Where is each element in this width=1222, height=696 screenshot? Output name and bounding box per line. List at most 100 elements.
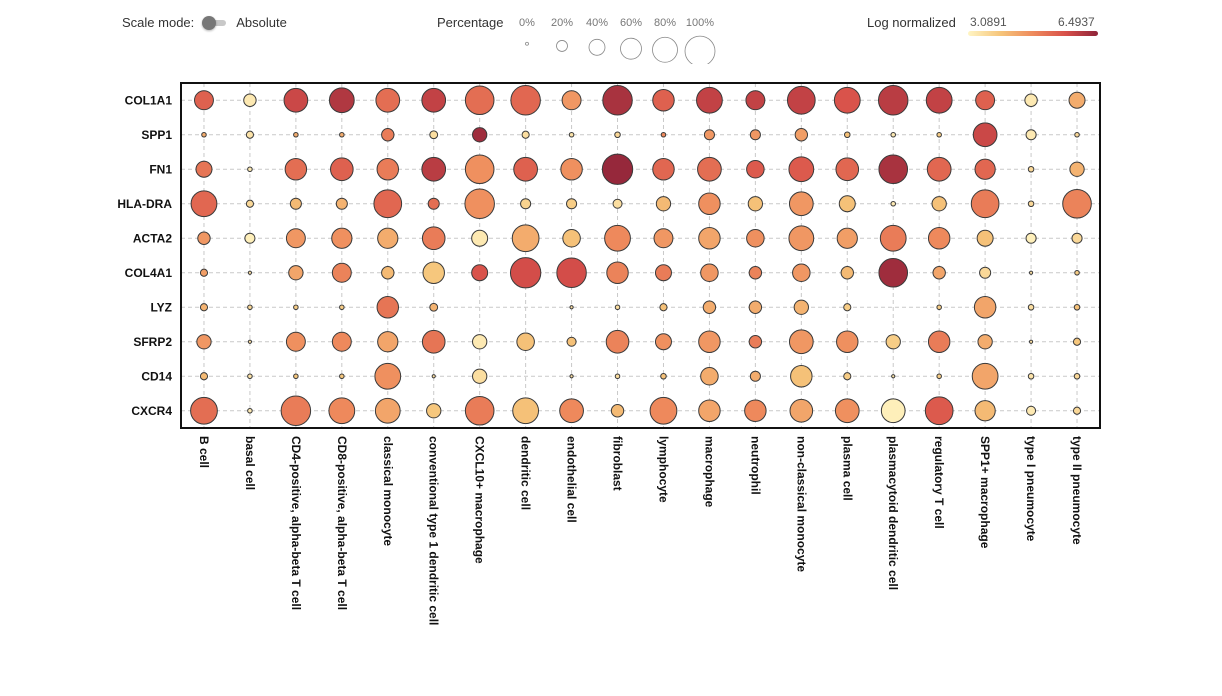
dot-fn1-0[interactable] — [195, 160, 213, 178]
gene-label[interactable]: ACTA2 — [133, 231, 172, 245]
dot-cxcr4-7[interactable] — [512, 397, 540, 425]
dot-lyz-18[interactable] — [1027, 303, 1035, 311]
dot-hla-dra-9[interactable] — [612, 198, 623, 209]
dot-hla-dra-12[interactable] — [747, 196, 764, 212]
dot-acta2-6[interactable] — [471, 229, 489, 247]
dot-hla-dra-5[interactable] — [427, 197, 440, 210]
dot-hla-dra-3[interactable] — [335, 197, 348, 210]
dot-cxcr4-14[interactable] — [834, 398, 860, 424]
dot-lyz-4[interactable] — [376, 296, 400, 319]
dot-fn1-10[interactable] — [652, 158, 675, 181]
dot-spp1-4[interactable] — [381, 128, 395, 142]
dot-acta2-18[interactable] — [1025, 232, 1037, 244]
dot-col4a1-15[interactable] — [878, 257, 909, 288]
dot-hla-dra-19[interactable] — [1062, 188, 1092, 219]
dot-col4a1-17[interactable] — [979, 266, 992, 279]
dot-spp1-6[interactable] — [472, 127, 488, 143]
gene-label[interactable]: SPP1 — [141, 128, 172, 142]
cell-type-label[interactable]: regulatory T cell — [932, 436, 946, 529]
dot-col4a1-19[interactable] — [1074, 269, 1080, 276]
dot-acta2-3[interactable] — [331, 227, 353, 249]
gene-label[interactable]: COL1A1 — [125, 93, 173, 107]
dot-cxcr4-6[interactable] — [464, 395, 495, 426]
scale-mode-toggle[interactable] — [202, 15, 227, 30]
dot-sfrp2-14[interactable] — [836, 330, 859, 353]
dot-spp1-18[interactable] — [1025, 129, 1037, 141]
dot-cd14-5[interactable] — [431, 374, 436, 379]
dot-col1a1-9[interactable] — [602, 84, 633, 116]
dot-sfrp2-6[interactable] — [472, 334, 488, 350]
gene-label[interactable]: CD14 — [141, 369, 172, 383]
dot-col4a1-5[interactable] — [422, 261, 445, 284]
dot-hla-dra-11[interactable] — [698, 192, 721, 215]
gene-label[interactable]: SFRP2 — [133, 335, 172, 349]
cell-type-label[interactable]: basal cell — [243, 436, 257, 490]
cell-type-label[interactable]: B cell — [197, 436, 211, 468]
dot-fn1-6[interactable] — [464, 154, 495, 185]
dot-col4a1-6[interactable] — [471, 264, 489, 282]
dot-col4a1-3[interactable] — [331, 262, 352, 283]
dot-col1a1-17[interactable] — [975, 90, 996, 111]
dot-lyz-11[interactable] — [702, 300, 717, 314]
dot-spp1-19[interactable] — [1074, 131, 1080, 138]
cell-type-label[interactable]: CD4-positive, alpha-beta T cell — [289, 436, 303, 610]
dot-spp1-0[interactable] — [201, 131, 207, 138]
dot-cd14-17[interactable] — [971, 362, 999, 390]
cell-type-label[interactable]: endothelial cell — [565, 436, 579, 523]
dot-lyz-14[interactable] — [843, 303, 852, 312]
dot-acta2-0[interactable] — [197, 231, 211, 245]
dot-lyz-10[interactable] — [659, 303, 668, 312]
dot-hla-dra-6[interactable] — [464, 188, 495, 220]
dot-col1a1-14[interactable] — [833, 86, 861, 114]
dot-hla-dra-16[interactable] — [931, 196, 947, 212]
dot-col4a1-7[interactable] — [509, 257, 542, 289]
dot-spp1-1[interactable] — [245, 130, 255, 139]
dot-cd14-14[interactable] — [843, 372, 852, 381]
cell-type-label[interactable]: CXCL10+ macrophage — [473, 436, 487, 564]
dot-cxcr4-12[interactable] — [744, 399, 767, 422]
dot-fn1-12[interactable] — [746, 159, 765, 179]
dot-acta2-4[interactable] — [377, 227, 399, 249]
cell-type-label[interactable]: macrophage — [702, 436, 716, 508]
dot-col1a1-16[interactable] — [925, 86, 953, 114]
dot-acta2-9[interactable] — [604, 224, 631, 252]
dot-fn1-7[interactable] — [513, 156, 538, 182]
dot-spp1-8[interactable] — [568, 131, 575, 138]
dot-col1a1-13[interactable] — [786, 85, 816, 115]
dot-fn1-1[interactable] — [247, 166, 253, 173]
dot-col4a1-14[interactable] — [840, 266, 854, 280]
dot-lyz-13[interactable] — [793, 299, 809, 315]
gene-label[interactable]: HLA-DRA — [117, 197, 172, 211]
cell-type-label[interactable]: type I pneumocyte — [1024, 436, 1038, 542]
dot-col4a1-9[interactable] — [606, 261, 629, 284]
dot-col1a1-7[interactable] — [510, 84, 541, 116]
dot-cd14-4[interactable] — [374, 362, 402, 390]
dot-cxcr4-11[interactable] — [698, 399, 721, 422]
dot-sfrp2-16[interactable] — [927, 330, 951, 353]
dot-cxcr4-1[interactable] — [247, 407, 253, 414]
dot-cd14-18[interactable] — [1027, 372, 1035, 380]
dot-col4a1-8[interactable] — [556, 257, 587, 289]
dot-lyz-8[interactable] — [569, 305, 574, 310]
dot-cxcr4-3[interactable] — [328, 397, 356, 425]
dot-cxcr4-16[interactable] — [924, 396, 954, 426]
dot-sfrp2-19[interactable] — [1072, 337, 1082, 346]
dot-cxcr4-8[interactable] — [559, 398, 584, 424]
dot-cxcr4-4[interactable] — [374, 397, 401, 424]
dot-fn1-15[interactable] — [878, 154, 909, 185]
dot-lyz-0[interactable] — [199, 303, 209, 312]
dot-cxcr4-5[interactable] — [426, 403, 442, 419]
dot-col1a1-6[interactable] — [464, 85, 495, 116]
dot-spp1-14[interactable] — [844, 131, 851, 139]
dot-lyz-16[interactable] — [936, 304, 942, 311]
dot-spp1-9[interactable] — [614, 131, 621, 139]
dot-hla-dra-14[interactable] — [838, 195, 856, 213]
gene-label[interactable]: CXCR4 — [131, 404, 172, 418]
dot-fn1-8[interactable] — [560, 158, 583, 181]
dot-sfrp2-4[interactable] — [377, 331, 399, 353]
dot-cxcr4-18[interactable] — [1026, 405, 1037, 416]
dot-hla-dra-4[interactable] — [373, 189, 403, 219]
dot-col4a1-2[interactable] — [288, 265, 304, 281]
cell-type-label[interactable]: type II pneumocyte — [1070, 436, 1084, 545]
cell-type-label[interactable]: classical monocyte — [381, 436, 395, 546]
